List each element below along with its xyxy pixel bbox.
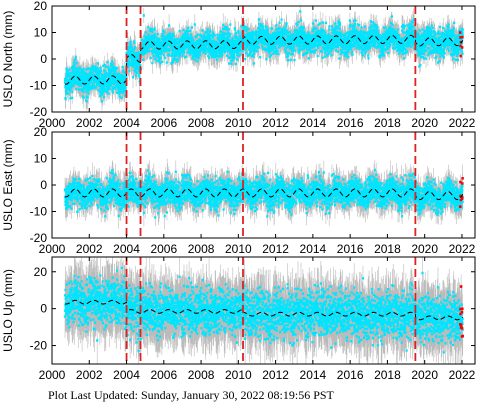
- y-tick-label: 0: [40, 178, 47, 192]
- x-tick-label: 2012: [262, 242, 289, 256]
- up-panel: 2000 2002 2004 2006 2008 2010 2012 2014 2016 2018…: [1, 256, 476, 382]
- x-tick-label: 2002: [76, 116, 103, 130]
- plot-updated-footer: Plot Last Updated: Sunday, January 30, 2…: [48, 388, 334, 403]
- plot-area: [63, 158, 464, 230]
- y-tick-label: 10: [34, 26, 48, 40]
- x-tick-label: 2014: [300, 116, 327, 130]
- y-axis-label: USLO East (mm): [1, 139, 15, 230]
- y-tick-label: 10: [34, 152, 48, 166]
- y-tick-label: 20: [34, 0, 48, 13]
- x-tick-label: 2022: [449, 116, 476, 130]
- x-tick-label: 2016: [337, 368, 364, 382]
- x-tick-label: 2018: [374, 242, 401, 256]
- y-tick-label: -10: [30, 205, 48, 219]
- y-axis-label: USLO North (mm): [1, 11, 15, 108]
- y-tick-label: 0: [40, 52, 47, 66]
- model-curve: [65, 299, 464, 321]
- x-tick-label: 2002: [76, 242, 103, 256]
- footer-label: Plot Last Updated:: [48, 388, 138, 402]
- x-tick-label: 2004: [113, 368, 140, 382]
- y-tick-label: -20: [30, 339, 48, 353]
- x-tick-label: 2016: [337, 242, 364, 256]
- x-tick-label: 2016: [337, 116, 364, 130]
- x-tick-label: 2006: [150, 242, 177, 256]
- x-tick-label: 2004: [113, 242, 140, 256]
- x-tick-label: 2020: [411, 368, 438, 382]
- recent-observations: [459, 285, 464, 338]
- observations: [63, 266, 464, 354]
- x-tick-label: 2020: [411, 116, 438, 130]
- x-tick-label: 2006: [150, 116, 177, 130]
- y-tick-label: 20: [34, 265, 48, 279]
- x-tick-label: 2018: [374, 116, 401, 130]
- x-tick-label: 2010: [225, 368, 252, 382]
- x-tick-label: 2002: [76, 368, 103, 382]
- y-tick-label: 20: [34, 125, 48, 139]
- plot-frame: [51, 256, 476, 365]
- north-panel: 2000 2002 2004 2006 2008 2010 2012 2014 2016 2018…: [1, 0, 476, 130]
- x-tick-label: 2008: [188, 368, 215, 382]
- y-axis-label: USLO Up (mm): [1, 269, 15, 352]
- x-tick-label: 2006: [150, 368, 177, 382]
- x-tick-label: 2008: [188, 116, 215, 130]
- x-tick-label: 2012: [262, 368, 289, 382]
- x-tick-label: 2022: [449, 368, 476, 382]
- x-tick-label: 2022: [449, 242, 476, 256]
- x-tick-label: 2000: [39, 368, 66, 382]
- y-tick-label: -20: [30, 105, 48, 119]
- x-tick-label: 2000: [39, 242, 66, 256]
- footer-timestamp: Sunday, January 30, 2022 08:19:56 PST: [141, 388, 334, 402]
- x-tick-label: 2010: [225, 116, 252, 130]
- y-tick-label: 0: [40, 302, 47, 316]
- x-tick-label: 2014: [300, 368, 327, 382]
- x-tick-label: 2012: [262, 116, 289, 130]
- plot-area: [63, 257, 464, 364]
- x-tick-label: 2020: [411, 242, 438, 256]
- plot-area: [63, 6, 464, 111]
- x-tick-label: 2004: [113, 116, 140, 130]
- model-curve: [64, 188, 464, 201]
- x-tick-label: 2000: [39, 116, 66, 130]
- y-tick-label: -20: [30, 231, 48, 245]
- x-tick-label: 2010: [225, 242, 252, 256]
- x-tick-label: 2014: [300, 242, 327, 256]
- y-tick-label: -10: [30, 79, 48, 93]
- observations: [63, 10, 464, 103]
- x-tick-label: 2018: [374, 368, 401, 382]
- x-tick-label: 2008: [188, 242, 215, 256]
- east-panel: 2000 2002 2004 2006 2008 2010 2012 2014 2016 2018…: [1, 125, 476, 256]
